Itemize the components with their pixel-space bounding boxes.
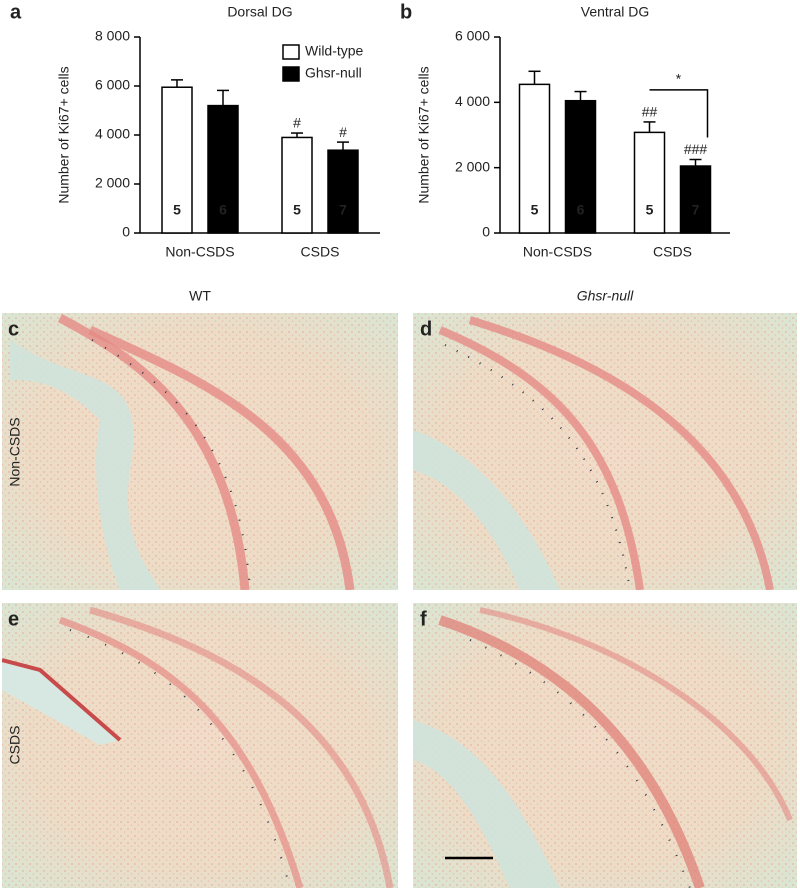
panel-label: e [8,608,19,630]
n-label: 5 [646,202,654,218]
n-label: 7 [339,202,347,218]
y-tick-label: 0 [482,224,490,240]
row-label: CSDS [7,726,23,765]
bar [327,149,359,234]
legend-label: Wild-type [305,43,364,59]
annotation: # [293,115,301,131]
x-tick-label: CSDS [301,244,340,260]
n-label: 5 [173,202,181,218]
column-label: Ghsr-null [577,288,634,304]
bar [679,165,712,234]
micrograph [413,603,797,888]
y-tick-label: 4 000 [95,126,130,142]
legend-swatch [282,44,300,60]
y-tick-label: 6 000 [95,77,130,93]
x-tick-label: Non-CSDS [165,244,234,260]
bar [207,104,239,234]
row-label: Non-CSDS [7,417,23,486]
micrograph [2,313,398,590]
bar [633,131,666,234]
bar [281,136,313,234]
panel-label: f [420,608,427,630]
chart-title: Ventral DG [581,4,649,20]
legend-label: Ghsr-null [305,65,362,81]
y-tick-label: 8 000 [95,28,130,44]
panel-label: a [10,1,22,23]
y-axis-label: Number of Ki67+ cells [416,66,432,203]
column-label: WT [189,288,211,304]
y-tick-label: 0 [122,224,130,240]
annotation: ## [642,104,658,120]
x-tick-label: Non-CSDS [523,244,592,260]
y-tick-label: 2 000 [455,158,490,174]
n-label: 6 [219,202,227,218]
bar [518,83,551,234]
comparison-label: * [676,71,682,87]
annotation: # [339,124,347,140]
legend-swatch [282,66,300,82]
panel-label: b [400,1,412,23]
x-tick-label: CSDS [653,244,692,260]
annotation: ### [684,141,708,157]
y-tick-label: 6 000 [455,28,490,44]
y-axis-label: Number of Ki67+ cells [56,66,72,203]
n-label: 6 [577,202,585,218]
chart-title: Dorsal DG [227,4,292,20]
y-tick-label: 2 000 [95,175,130,191]
n-label: 5 [531,202,539,218]
comparison-bracket [649,89,709,138]
micrograph [413,313,797,590]
n-label: 5 [293,202,301,218]
bar [161,86,193,234]
micrograph [2,603,398,888]
y-tick-label: 4 000 [455,93,490,109]
bar [564,99,597,234]
n-label: 7 [692,202,700,218]
panel-label: c [8,318,19,340]
panel-label: d [420,318,432,340]
